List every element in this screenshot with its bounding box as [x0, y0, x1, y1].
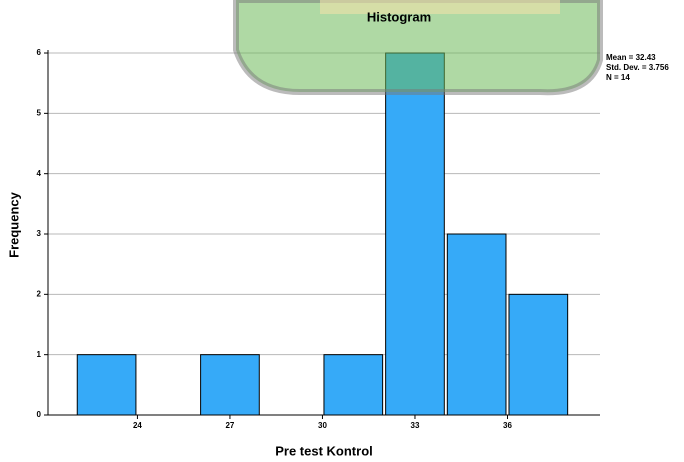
- x-tick-label: 27: [225, 421, 234, 430]
- y-tick-label: 0: [37, 410, 42, 419]
- y-tick-label: 2: [37, 289, 42, 298]
- y-tick-label: 6: [37, 48, 42, 57]
- watermark-band: [320, 0, 560, 14]
- watermark: [233, 0, 603, 96]
- x-tick-label: 36: [503, 421, 512, 430]
- bar: [446, 233, 507, 416]
- x-tick-label: 33: [411, 421, 420, 430]
- y-tick-label: 1: [37, 350, 42, 359]
- y-tick-label: 3: [37, 229, 42, 238]
- bar: [385, 52, 445, 416]
- stats-annotation: N = 14: [606, 73, 630, 82]
- y-tick-label: 5: [37, 108, 42, 117]
- bar: [200, 354, 260, 416]
- bar: [76, 354, 137, 416]
- y-axis-title: Frequency: [6, 191, 21, 258]
- bar: [323, 354, 384, 416]
- y-tick-label: 4: [37, 169, 42, 178]
- x-tick-label: 30: [318, 421, 327, 430]
- x-axis-title: Pre test Kontrol: [275, 443, 373, 458]
- bar: [508, 293, 569, 416]
- plot-area: 0 1 2 3 4 5 6 24 27 30 33 36: [37, 48, 600, 430]
- x-tick-label: 24: [133, 421, 142, 430]
- stats-annotation: Std. Dev. = 3.756: [606, 63, 669, 72]
- chart-title: Histogram: [367, 9, 431, 24]
- stats-annotation: Mean = 32.43: [606, 53, 656, 62]
